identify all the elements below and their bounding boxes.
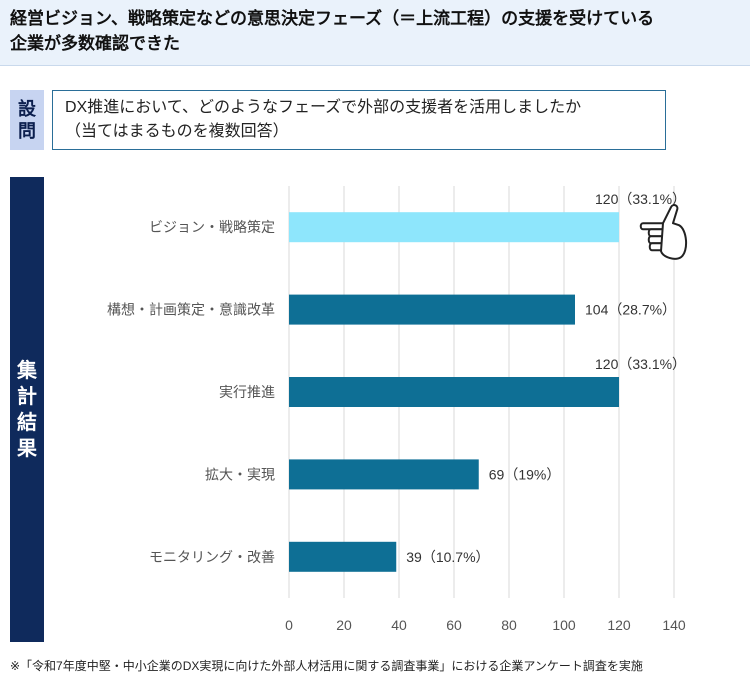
- question-label-char: 問: [18, 121, 36, 141]
- category-label: モニタリング・改善: [149, 549, 275, 565]
- x-tick-label: 120: [607, 617, 631, 633]
- results-label-char: 果: [17, 437, 37, 460]
- bar: [289, 541, 397, 572]
- results-label: 集 計 結 果: [10, 177, 44, 642]
- x-tick-label: 60: [446, 617, 462, 633]
- results-label-char: 結: [17, 411, 37, 434]
- question-label: 設 問: [10, 90, 44, 150]
- x-tick-label: 40: [391, 617, 407, 633]
- bar-chart: 0 20 40 60 80 100 120 140 ビジョン・戦略策定 120（33.1%） 構想・…: [107, 186, 687, 633]
- headline: 経営ビジョン、戦略策定などの意思決定フェーズ（＝上流工程）の支援を受けている 企…: [0, 0, 750, 66]
- results-label-char: 計: [17, 385, 37, 408]
- data-label: 39（10.7%）: [406, 549, 489, 565]
- footnote: ※「令和7年度中堅・中小企業のDX実現に向けた外部人材活用に関する調査事業」にお…: [10, 659, 643, 673]
- bar: [289, 377, 619, 407]
- bar: [289, 212, 619, 243]
- headline-line-1: 経営ビジョン、戦略策定などの意思決定フェーズ（＝上流工程）の支援を受けている: [10, 9, 655, 28]
- question-label-char: 設: [18, 99, 36, 119]
- results-label-char: 集: [17, 359, 37, 382]
- question-line-1: DX推進において、どのようなフェーズで外部の支援者を活用しましたか: [65, 99, 582, 116]
- question-box: DX推進において、どのようなフェーズで外部の支援者を活用しましたか （当てはまる…: [52, 90, 666, 150]
- data-label: 120（33.1%）: [595, 191, 686, 207]
- x-tick-label: 80: [501, 617, 517, 633]
- category-label: 構想・計画策定・意識改革: [107, 302, 275, 318]
- data-label: 120（33.1%）: [595, 356, 686, 372]
- question-line-2: （当てはまるものを複数回答）: [65, 123, 289, 140]
- bar: [289, 459, 479, 490]
- category-label: 拡大・実現: [205, 466, 275, 482]
- bar: [289, 294, 575, 325]
- x-tick-label: 20: [336, 617, 352, 633]
- data-label: 69（19%）: [489, 466, 561, 482]
- x-tick-label: 0: [285, 617, 293, 633]
- data-label: 104（28.7%）: [585, 302, 676, 318]
- headline-line-2: 企業が多数確認できた: [10, 34, 180, 53]
- category-label: ビジョン・戦略策定: [149, 219, 275, 235]
- category-label: 実行推進: [219, 384, 275, 400]
- x-tick-label: 140: [662, 617, 686, 633]
- pointing-hand-icon: [639, 204, 687, 260]
- x-tick-label: 100: [552, 617, 576, 633]
